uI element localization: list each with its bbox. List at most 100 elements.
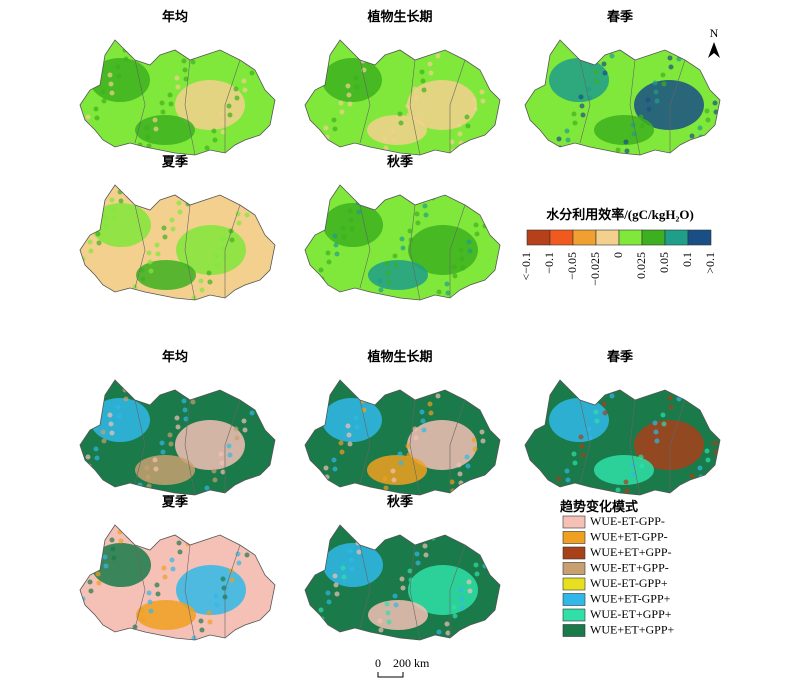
- map-border: [579, 59, 686, 156]
- map-speck: [639, 123, 645, 129]
- map-patch: [90, 398, 150, 442]
- map-speck: [146, 250, 152, 256]
- map-speck: [443, 45, 449, 51]
- map-speck: [534, 398, 540, 404]
- map-speck: [458, 247, 464, 253]
- map-speck: [133, 293, 139, 299]
- map-speck: [397, 111, 403, 117]
- map-speck: [144, 465, 150, 471]
- map-speck: [266, 290, 272, 296]
- map-outline: [79, 39, 276, 156]
- map-speck: [397, 451, 403, 457]
- map-speck: [145, 134, 151, 140]
- map-speck: [460, 605, 466, 611]
- map-speck: [457, 471, 463, 477]
- scale-end: 200 km: [393, 656, 430, 670]
- map-speck: [493, 55, 499, 61]
- map-speck: [257, 62, 263, 68]
- map-speck: [412, 426, 418, 432]
- map-speck: [204, 485, 210, 491]
- map-speck: [181, 398, 187, 404]
- map-speck: [139, 267, 145, 273]
- map-speck: [219, 460, 225, 466]
- map-speck: [565, 477, 571, 483]
- map-speck: [398, 460, 404, 466]
- map-speck: [660, 72, 666, 78]
- map-speck: [110, 546, 116, 552]
- map-speck: [257, 289, 263, 295]
- map-speck: [162, 574, 168, 580]
- map-speck: [393, 602, 399, 608]
- map-speck: [412, 86, 418, 92]
- map-speck: [534, 58, 540, 64]
- map-speck: [459, 256, 465, 262]
- map-speck: [305, 292, 309, 298]
- map-speck: [608, 384, 614, 390]
- map-speck: [323, 465, 329, 471]
- map-speck: [258, 638, 264, 640]
- map-speck: [341, 234, 347, 240]
- map-speck: [654, 98, 660, 104]
- map-speck: [354, 84, 360, 90]
- map-patch: [634, 80, 704, 130]
- legend-swatch: [562, 608, 586, 622]
- map-speck: [464, 454, 470, 460]
- map-speck: [244, 212, 250, 218]
- map-outline: [304, 39, 501, 156]
- map-speck: [602, 410, 608, 416]
- map-speck: [456, 462, 462, 468]
- map-speck: [370, 635, 376, 640]
- map-speck: [527, 75, 533, 81]
- map-speck: [259, 527, 265, 533]
- map-speck: [494, 64, 500, 70]
- map-speck: [472, 446, 478, 452]
- map-speck: [340, 225, 346, 231]
- map-patch: [323, 203, 383, 247]
- legend-label: >0.1: [703, 252, 717, 274]
- map-speck: [206, 610, 212, 616]
- map-speck: [443, 497, 448, 502]
- map-speck: [111, 555, 117, 561]
- map-speck: [449, 139, 455, 145]
- map-speck: [264, 385, 270, 391]
- legend-swatch: [526, 229, 551, 246]
- map-speck: [349, 566, 355, 572]
- map-speck: [95, 231, 101, 237]
- map-speck: [226, 103, 232, 109]
- map-speck: [139, 607, 145, 613]
- map-speck: [147, 599, 153, 605]
- map-patch: [91, 543, 151, 587]
- map-speck: [191, 295, 197, 300]
- map-speck: [109, 90, 115, 96]
- map-speck: [543, 59, 549, 65]
- map-speck: [690, 142, 696, 148]
- map-speck: [93, 446, 99, 452]
- map-speck: [251, 195, 257, 201]
- map-speck: [420, 418, 426, 424]
- map-speck: [473, 562, 479, 568]
- map-speck: [153, 126, 159, 132]
- map-speck: [174, 75, 180, 81]
- map-speck: [233, 426, 239, 432]
- map-speck: [93, 106, 99, 112]
- map-speck: [550, 382, 556, 388]
- map-speck: [257, 629, 263, 635]
- map-speck: [535, 407, 541, 413]
- map-speck: [668, 404, 674, 410]
- map-speck: [675, 47, 681, 53]
- map-speck: [305, 396, 308, 402]
- scale-bar: 0 200 km: [375, 656, 430, 678]
- map-speck: [309, 40, 315, 45]
- map-speck: [434, 44, 440, 50]
- map-border: [134, 544, 241, 641]
- map-speck: [661, 421, 667, 427]
- map-speck: [467, 588, 473, 594]
- map-speck: [549, 153, 555, 155]
- map-speck: [85, 114, 91, 120]
- map-speck: [645, 437, 651, 443]
- map-speck: [255, 384, 261, 390]
- map: [304, 524, 501, 641]
- map-speck: [466, 239, 472, 245]
- map-speck: [189, 50, 195, 56]
- map-speck: [392, 253, 398, 259]
